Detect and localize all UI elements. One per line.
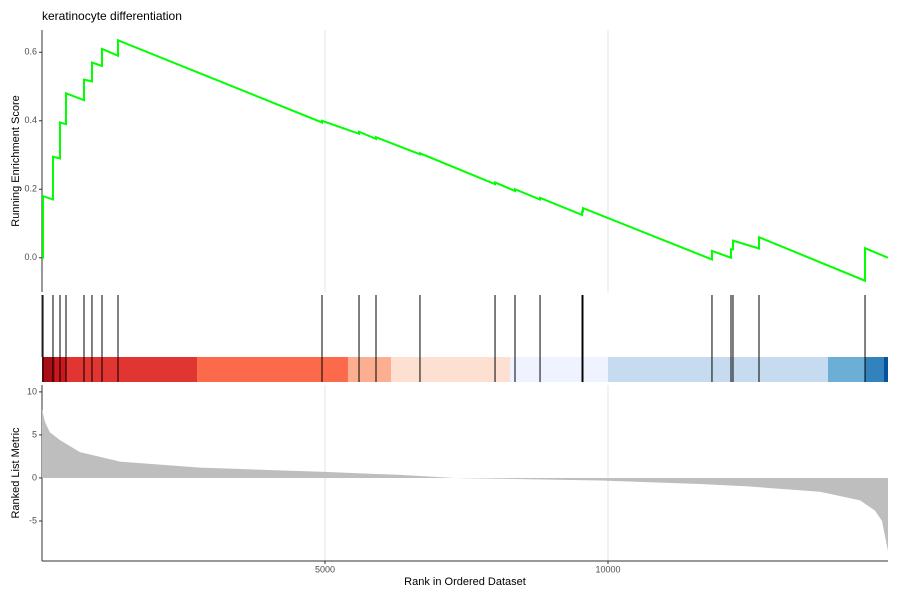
color-band bbox=[510, 357, 608, 382]
color-band bbox=[197, 357, 348, 382]
y-tick-label: 0 bbox=[32, 472, 37, 482]
y-tick-label: 0.2 bbox=[24, 184, 37, 194]
ranked-metric-area bbox=[42, 409, 888, 552]
color-band bbox=[55, 357, 66, 382]
color-band bbox=[65, 357, 198, 382]
y-tick-label: 0.4 bbox=[24, 115, 37, 125]
y-tick-label: -5 bbox=[29, 515, 37, 525]
color-band bbox=[828, 357, 866, 382]
y-tick-label: 10 bbox=[27, 386, 37, 396]
color-band bbox=[865, 357, 884, 382]
running-score-line bbox=[42, 38, 889, 283]
color-band bbox=[42, 357, 56, 382]
x-tick-label: 10000 bbox=[595, 564, 620, 574]
color-band bbox=[883, 357, 888, 382]
y-axis-label: Running Enrichment Score bbox=[10, 95, 22, 226]
y-tick-label: 5 bbox=[32, 429, 37, 439]
y-axis-label: Ranked List Metric bbox=[10, 427, 22, 519]
color-band bbox=[607, 357, 829, 382]
chart-title: keratinocyte differentiation bbox=[42, 9, 182, 23]
y-tick-label: 0.6 bbox=[24, 47, 37, 57]
color-band bbox=[347, 357, 391, 382]
x-axis-label: Rank in Ordered Dataset bbox=[404, 576, 526, 588]
color-band bbox=[390, 357, 511, 382]
x-tick-label: 5000 bbox=[315, 564, 335, 574]
y-tick-label: 0.0 bbox=[24, 252, 37, 262]
